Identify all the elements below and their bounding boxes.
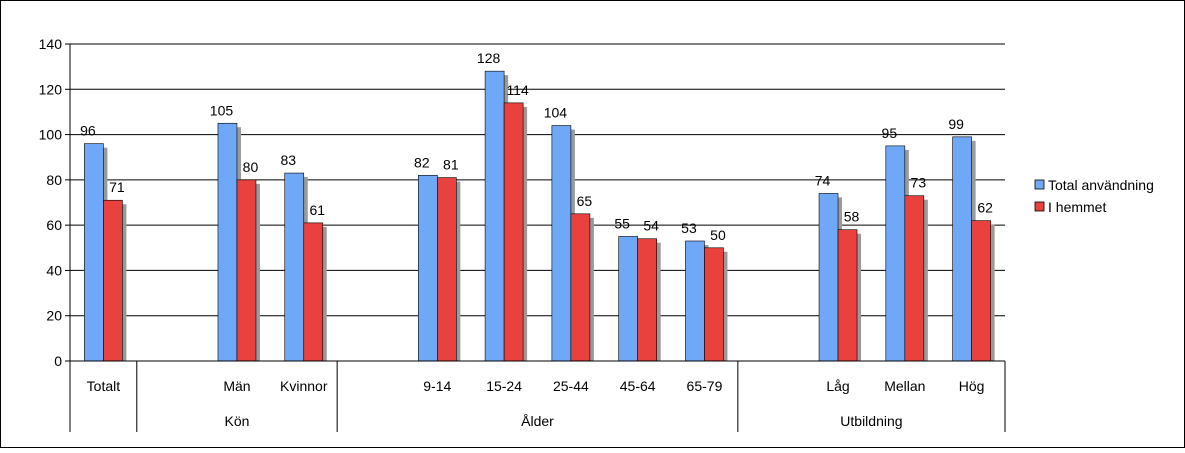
bar-i-hemmet — [971, 220, 991, 362]
bar-total-anvandning — [217, 122, 238, 362]
legend-label: Total användning — [1048, 177, 1154, 193]
data-label: 54 — [643, 218, 659, 234]
bar-i-hemmet — [837, 229, 858, 362]
data-labels: 96 71 105 80 83 61 82 81 128 114 104 65 55 54 53 50 74 58… — [80, 50, 993, 243]
x-category-label: Män — [223, 378, 250, 394]
data-label: 83 — [280, 152, 296, 168]
data-label: 80 — [243, 159, 259, 175]
data-label: 128 — [477, 50, 501, 66]
y-tick-label: 120 — [39, 81, 63, 97]
bar-total-anvandning — [618, 236, 638, 362]
x-category-label: 15-24 — [486, 378, 522, 394]
y-tick-label: 60 — [46, 217, 62, 233]
data-label: 58 — [844, 209, 860, 225]
x-category-label: 65-79 — [687, 378, 723, 394]
legend-swatch — [1034, 179, 1045, 190]
y-tick-label: 80 — [46, 172, 62, 188]
data-label: 95 — [882, 125, 898, 141]
x-category-label: 45-64 — [620, 378, 656, 394]
data-label: 55 — [614, 215, 630, 231]
data-label: 81 — [443, 157, 459, 173]
x-group-label: Utbildning — [840, 413, 902, 429]
x-category-label: Kvinnor — [280, 378, 328, 394]
data-label: 62 — [977, 200, 993, 216]
x-group-label: Ålder — [521, 413, 554, 429]
bar-total-anvandning — [418, 175, 438, 362]
bars — [84, 70, 995, 362]
data-label: 74 — [815, 172, 831, 188]
bar-i-hemmet — [103, 199, 123, 362]
bar-i-hemmet — [303, 222, 324, 362]
data-label: 99 — [948, 116, 964, 132]
data-label: 105 — [210, 102, 234, 118]
data-label: 61 — [309, 202, 325, 218]
legend-label: I hemmet — [1048, 199, 1106, 215]
y-tick-label: 140 — [39, 36, 63, 52]
data-label: 96 — [80, 123, 96, 139]
x-category-label: 9-14 — [423, 378, 451, 394]
data-label: 73 — [911, 175, 927, 191]
bar-i-hemmet — [704, 247, 724, 362]
bar-total-anvandning — [818, 193, 839, 362]
bar-total-anvandning — [551, 125, 572, 362]
y-axis-ticks: 0 20 40 60 80 100 120 140 — [39, 36, 71, 369]
x-group-label: Kön — [225, 413, 250, 429]
gridlines — [70, 43, 1005, 362]
data-label: 114 — [506, 82, 529, 98]
data-label: 104 — [544, 105, 568, 121]
x-category-label: 25-44 — [553, 378, 589, 394]
legend-swatch — [1034, 201, 1045, 212]
x-category-label: Hög — [959, 378, 985, 394]
plot-area — [70, 44, 1005, 361]
y-tick-label: 20 — [46, 308, 62, 324]
bar-total-anvandning — [952, 136, 972, 362]
bar-i-hemmet — [503, 102, 524, 362]
x-category-label: Totalt — [87, 378, 121, 394]
bar-total-anvandning — [685, 240, 705, 362]
y-tick-label: 40 — [46, 262, 62, 278]
bar-i-hemmet — [904, 195, 925, 362]
bar-i-hemmet — [570, 213, 591, 362]
x-category-label: Låg — [826, 378, 849, 394]
bar-total-anvandning — [885, 145, 906, 362]
data-label: 50 — [710, 227, 726, 243]
legend: Total användning I hemmet — [1034, 177, 1154, 215]
bar-i-hemmet — [236, 179, 257, 362]
data-label: 53 — [681, 220, 697, 236]
x-axis: Totalt Män Kvinnor 9-14 15-24 25-44 45-64 65-79… — [69, 360, 1006, 432]
y-tick-label: 100 — [39, 127, 63, 143]
x-category-label: Mellan — [884, 378, 925, 394]
bar-total-anvandning — [84, 143, 104, 362]
bar-total-anvandning — [484, 70, 505, 362]
bar-i-hemmet — [637, 238, 657, 362]
bar-i-hemmet — [437, 177, 457, 362]
y-tick-label: 0 — [54, 353, 62, 369]
data-label: 71 — [109, 179, 125, 195]
data-label: 82 — [414, 154, 430, 170]
data-label: 65 — [577, 193, 593, 209]
bar-total-anvandning — [284, 172, 305, 362]
